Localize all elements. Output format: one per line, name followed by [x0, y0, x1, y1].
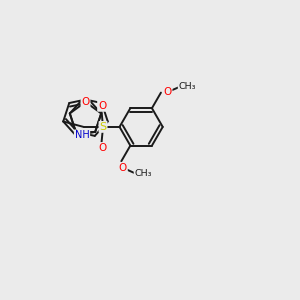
Text: O: O — [119, 163, 127, 173]
Text: NH: NH — [75, 130, 89, 140]
Text: O: O — [81, 97, 90, 107]
Text: O: O — [98, 101, 106, 111]
Text: CH₃: CH₃ — [134, 169, 152, 178]
Text: O: O — [164, 87, 172, 97]
Text: S: S — [100, 122, 106, 132]
Text: O: O — [98, 143, 106, 153]
Text: CH₃: CH₃ — [178, 82, 196, 91]
